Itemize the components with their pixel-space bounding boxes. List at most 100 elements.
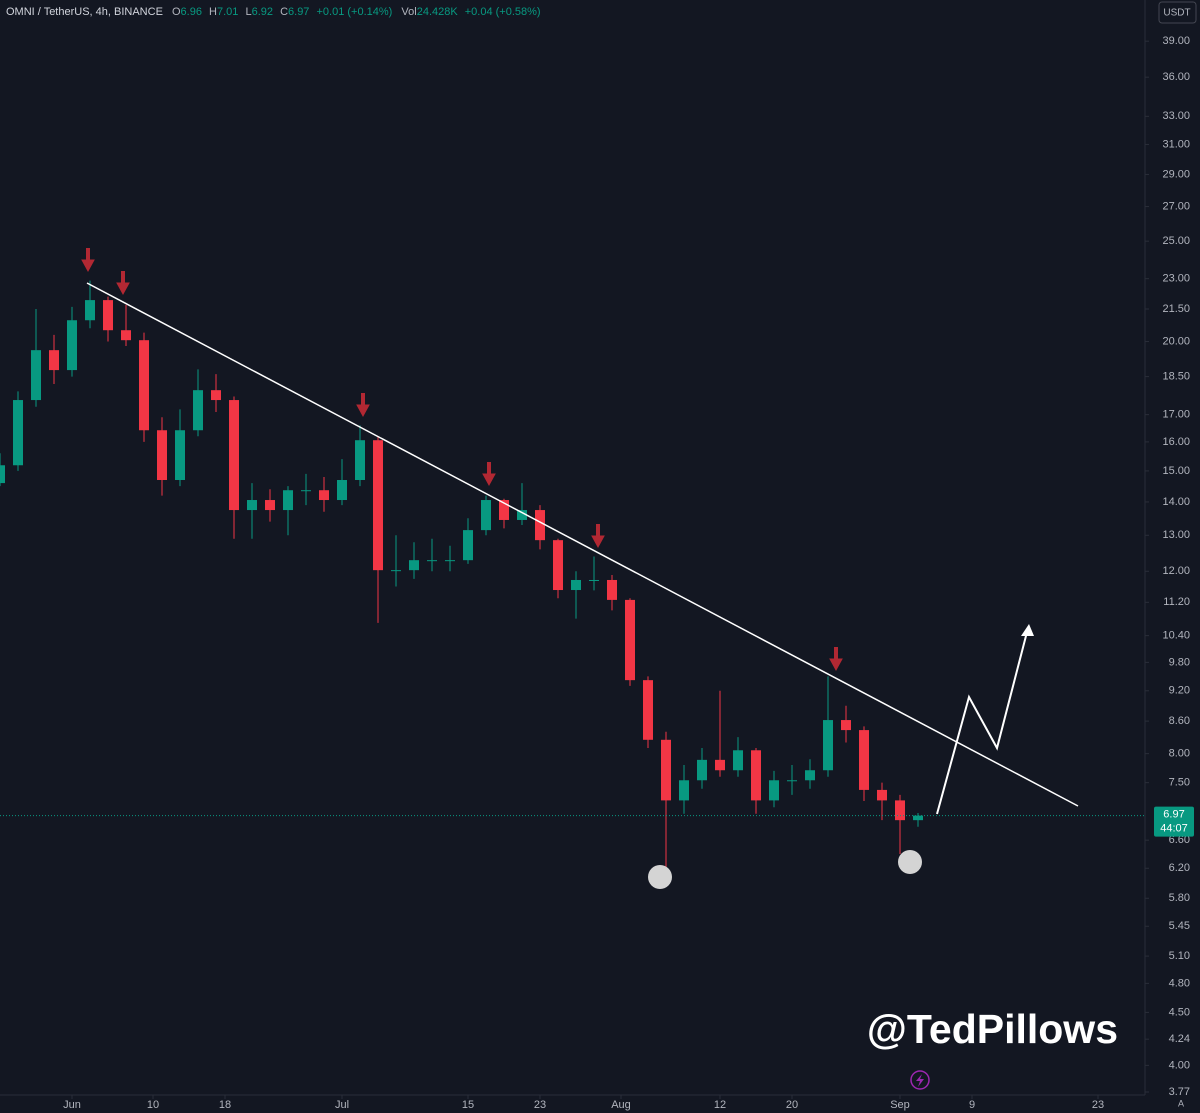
y-tick-label: 15.00 (1162, 465, 1190, 477)
candle-body (445, 560, 455, 562)
y-tick-label: 33.00 (1162, 110, 1190, 122)
candle-body (247, 500, 257, 511)
arrow (829, 647, 843, 672)
y-tick-label: 4.50 (1169, 1006, 1190, 1018)
candle-body (139, 340, 149, 431)
y-tick-label: 14.00 (1162, 496, 1190, 508)
y-tick-label: 6.60 (1169, 834, 1190, 846)
candle-body (283, 490, 293, 511)
candle-body (373, 440, 383, 571)
y-tick-label: 21.50 (1162, 303, 1190, 315)
arrow (81, 248, 95, 273)
candle-body (157, 430, 167, 481)
y-tick-label: 7.50 (1169, 777, 1190, 789)
y-tick-label: 8.00 (1169, 748, 1190, 760)
y-tick-label: 8.60 (1169, 715, 1190, 727)
y-tick-label: 11.20 (1163, 596, 1190, 608)
ohlc-value: 7.01 (217, 6, 238, 18)
y-tick-label: 39.00 (1162, 35, 1190, 47)
candle-body (517, 510, 527, 520)
x-tick-label: Sep (890, 1099, 910, 1111)
x-tick-label: 18 (219, 1099, 231, 1111)
candle-body (643, 680, 653, 740)
volume-change: +0.04 (+0.58%) (465, 6, 541, 18)
y-tick-label: 27.00 (1162, 200, 1190, 212)
ohlc-label: C (280, 6, 288, 18)
x-tick-label: 10 (147, 1099, 159, 1111)
ohlc-label: L (245, 6, 251, 18)
candle-body (553, 540, 563, 591)
x-tick-label: Jul (335, 1099, 349, 1111)
candle-body (427, 560, 437, 562)
volume: 24.428K (417, 6, 459, 18)
watermark: @TedPillows (867, 1006, 1118, 1052)
support-circle (648, 865, 672, 889)
candle-body (733, 750, 743, 771)
candle-body (265, 500, 275, 511)
y-tick-label: 5.10 (1169, 950, 1190, 962)
change: +0.01 (+0.14%) (317, 6, 393, 18)
candle-body (625, 599, 635, 681)
lightning-bolt (916, 1074, 924, 1087)
last-price-box (1154, 806, 1194, 837)
x-tick-label: 23 (1092, 1099, 1104, 1111)
y-tick-label: 4.80 (1169, 977, 1190, 989)
y-tick-label: 18.50 (1162, 371, 1190, 383)
support-circle (898, 850, 922, 874)
candle-body (31, 350, 41, 401)
annotations (81, 248, 1079, 1090)
currency[interactable]: USDT (1163, 8, 1190, 19)
currency-button[interactable] (1158, 1, 1197, 24)
legend-header: OMNI / TetherUS, 4h, BINANCE O6.96 H7.01… (6, 6, 541, 18)
y-tick-label: 4.00 (1169, 1059, 1190, 1071)
ohlc-label: H (209, 6, 217, 18)
arrow (116, 271, 130, 296)
ohlc-label: O (172, 6, 181, 18)
candle-body (211, 390, 221, 401)
y-tick-label: 25.00 (1162, 235, 1190, 247)
candle-body (85, 300, 95, 321)
candle-body (499, 500, 509, 520)
y-tick-label: 29.00 (1162, 168, 1190, 180)
y-tick-label: 12.00 (1162, 565, 1190, 577)
candle-body (895, 800, 905, 821)
candle-body (481, 500, 491, 531)
candle-body (913, 815, 923, 821)
y-tick-label: 13.00 (1162, 529, 1190, 541)
candle-body (175, 430, 185, 481)
candle-body (49, 350, 59, 371)
candle-body (859, 730, 869, 790)
symbol: OMNI / TetherUS, 4h, BINANCE (6, 6, 163, 18)
candle-body (679, 780, 689, 801)
candle-body (319, 490, 329, 501)
y-tick-label: 20.00 (1162, 335, 1190, 347)
candle-body (355, 440, 365, 481)
candle-body (391, 570, 401, 572)
x-tick-label: Jun (63, 1099, 81, 1111)
x-tick-label: Aug (611, 1099, 631, 1111)
candle-body (751, 750, 761, 801)
arrow (591, 524, 605, 549)
auto-scale[interactable]: A (1178, 1098, 1184, 1108)
ohlc-value: 6.97 (288, 6, 309, 18)
candle-body (607, 579, 617, 600)
y-tick-label: 5.80 (1169, 892, 1190, 904)
candle-body (103, 300, 113, 331)
x-tick-label: 12 (714, 1099, 726, 1111)
x-tick-label: 20 (786, 1099, 798, 1111)
candle-body (13, 400, 23, 466)
candle-body (229, 400, 239, 511)
x-tick-label: 9 (969, 1099, 975, 1111)
y-tick-label: 36.00 (1162, 71, 1190, 83)
candle-body (121, 330, 131, 341)
candle-body (589, 579, 599, 581)
candle-body (463, 530, 473, 561)
projection-arrowhead (1021, 624, 1034, 636)
candle-body (67, 320, 77, 371)
y-tick-label: 23.00 (1162, 273, 1190, 285)
volume-label: Vol (401, 6, 416, 18)
candle-body (409, 560, 419, 571)
candle-body (715, 759, 725, 771)
